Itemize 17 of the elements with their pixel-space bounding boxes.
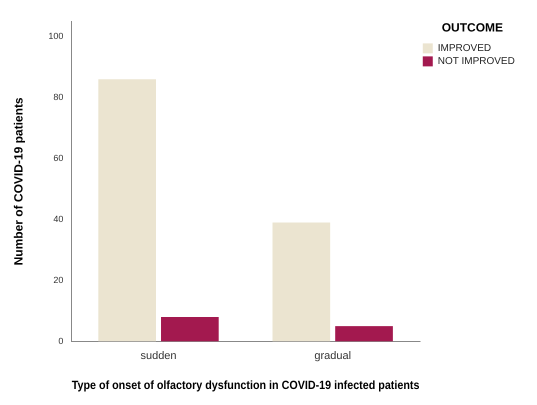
legend-label: IMPROVED bbox=[438, 43, 492, 54]
bar bbox=[272, 222, 330, 342]
y-tick-label: 60 bbox=[53, 153, 64, 164]
x-tick-label: gradual bbox=[314, 350, 352, 362]
y-tick-label: 0 bbox=[58, 336, 64, 346]
bar bbox=[98, 79, 156, 342]
y-tick-label: 40 bbox=[53, 214, 64, 224]
y-tick-label: 80 bbox=[53, 92, 64, 102]
legend-title: OUTCOME bbox=[442, 20, 504, 34]
bar bbox=[335, 326, 393, 342]
y-tick-label: 100 bbox=[48, 31, 64, 42]
x-axis-title: Type of onset of olfactory dysfunction in COVID-19 infected patients bbox=[72, 380, 420, 392]
legend-label: NOT IMPROVED bbox=[438, 56, 515, 68]
x-tick-label: sudden bbox=[140, 350, 177, 362]
y-axis-title: Number of COVID-19 patients bbox=[12, 97, 26, 266]
y-tick-label: 20 bbox=[53, 274, 64, 285]
bar bbox=[161, 317, 219, 342]
